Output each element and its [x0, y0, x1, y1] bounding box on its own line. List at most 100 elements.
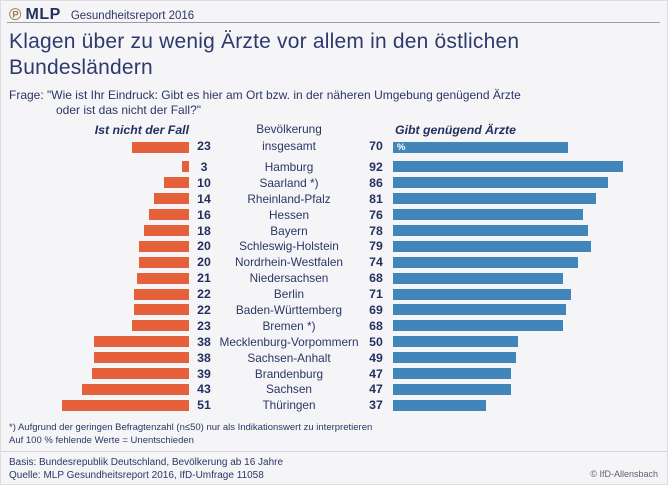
chart-rows: 3 Hamburg 92 10 Saarland *) 86 14 Rheinl…	[1, 159, 667, 413]
left-bar	[181, 161, 189, 173]
right-bar-zone	[393, 320, 667, 332]
right-bar-zone	[393, 177, 667, 189]
total-row-label-line2: insgesamt	[262, 139, 316, 153]
left-bar	[134, 288, 189, 300]
right-bar-zone	[393, 272, 667, 284]
left-bar	[139, 240, 189, 252]
left-bar-zone	[59, 272, 189, 284]
left-bar	[149, 209, 189, 221]
right-value: 86	[369, 175, 383, 190]
left-value: 10	[197, 175, 211, 190]
total-row-label-line1: Bevölkerung	[256, 122, 322, 136]
left-bar-zone	[59, 161, 189, 173]
left-bar	[144, 225, 189, 236]
right-value: 68	[369, 318, 383, 333]
state-label: Bayern	[270, 223, 308, 238]
right-bar-zone	[393, 193, 667, 205]
left-bar-zone	[59, 352, 189, 364]
state-label: Sachsen-Anhalt	[247, 350, 331, 365]
left-bar-zone	[59, 240, 189, 252]
right-bar	[393, 383, 511, 395]
right-value: 37	[369, 398, 383, 413]
left-bar	[136, 272, 189, 284]
mlp-logo-icon: ℗	[9, 5, 22, 24]
state-label: Hessen	[269, 207, 309, 222]
left-bar-zone	[59, 399, 189, 411]
right-bar	[393, 177, 608, 189]
left-bar	[139, 256, 189, 268]
right-bar-zone	[393, 288, 667, 300]
right-value: 71	[369, 287, 383, 302]
state-row: 16 Hessen 76	[1, 207, 667, 223]
total-left-bar	[131, 142, 189, 153]
right-bar	[393, 209, 583, 221]
state-label: Thüringen	[262, 398, 316, 413]
left-bar-zone	[59, 336, 189, 348]
right-value: 50	[369, 334, 383, 349]
right-bar	[393, 193, 596, 205]
state-row: 22 Baden-Württemberg 69	[1, 302, 667, 318]
state-row: 22 Berlin 71	[1, 286, 667, 302]
left-value: 20	[197, 255, 211, 270]
percent-unit-label: %	[397, 142, 406, 153]
survey-question: Frage: "Wie ist Ihr Eindruck: Gibt es hi…	[9, 88, 521, 118]
state-row: 20 Nordrhein-Westfalen 74	[1, 254, 667, 270]
state-row: 51 Thüringen 37	[1, 397, 667, 413]
right-value: 78	[369, 223, 383, 238]
right-bar-zone	[393, 256, 667, 268]
right-bar-zone	[393, 368, 667, 380]
left-value: 43	[197, 382, 211, 397]
right-bar-zone	[393, 336, 667, 348]
left-value: 39	[197, 366, 211, 381]
state-row: 18 Bayern 78	[1, 223, 667, 239]
right-bar-zone	[393, 383, 667, 395]
right-bar	[393, 304, 566, 316]
right-bar	[393, 320, 563, 332]
state-label: Hamburg	[264, 159, 314, 174]
right-value: 47	[369, 382, 383, 397]
report-name: Gesundheitsreport 2016	[70, 10, 195, 22]
left-column: Ist nicht der Fall	[59, 123, 189, 153]
state-label: Brandenburg	[254, 366, 324, 381]
chart-header-and-total-row: Ist nicht der Fall 23 Bevölkerung insges…	[1, 123, 667, 153]
right-value: 69	[369, 302, 383, 317]
left-bar	[94, 336, 189, 348]
state-row: 14 Rheinland-Pfalz 81	[1, 191, 667, 207]
left-column-header: Ist nicht der Fall	[94, 123, 189, 137]
source-block: Basis: Bundesrepublik Deutschland, Bevöl…	[9, 456, 283, 482]
left-value: 3	[200, 159, 208, 174]
page-title: Klagen über zu wenig Ärzte vor allem in …	[9, 30, 520, 79]
left-bar	[61, 399, 189, 411]
footnotes: *) Aufgrund der geringen Befragtenzahl (…	[9, 421, 372, 447]
left-bar	[134, 304, 189, 316]
left-value: 22	[197, 287, 211, 302]
left-value: 16	[197, 207, 211, 222]
state-label: Niedersachsen	[249, 271, 329, 286]
left-bar	[131, 320, 189, 332]
state-label: Schleswig-Holstein	[239, 239, 339, 254]
state-label: Nordrhein-Westfalen	[235, 255, 343, 270]
left-value: 38	[197, 334, 211, 349]
right-bar	[393, 240, 591, 252]
left-bar	[81, 383, 189, 395]
left-bar-zone	[59, 368, 189, 380]
state-label: Mecklenburg-Vorpommern	[219, 334, 359, 349]
left-bar-zone	[59, 193, 189, 205]
right-column: Gibt genügend Ärzte %	[393, 123, 667, 153]
right-bar	[393, 161, 623, 173]
state-row: 39 Brandenburg 47	[1, 366, 667, 382]
right-bar	[393, 368, 511, 380]
right-bar-zone	[393, 240, 667, 252]
right-value: 49	[369, 350, 383, 365]
state-row: 21 Niedersachsen 68	[1, 270, 667, 286]
state-row: 43 Sachsen 47	[1, 381, 667, 397]
left-bar-zone	[59, 288, 189, 300]
right-bar	[393, 256, 578, 268]
left-bar-zone	[59, 320, 189, 332]
left-bar-zone	[59, 383, 189, 395]
footnote-line2: Auf 100 % fehlende Werte = Unentschieden	[9, 435, 194, 446]
state-label: Rheinland-Pfalz	[247, 191, 331, 206]
total-left-value: 23	[197, 139, 211, 153]
total-right-bar: %	[393, 142, 568, 153]
